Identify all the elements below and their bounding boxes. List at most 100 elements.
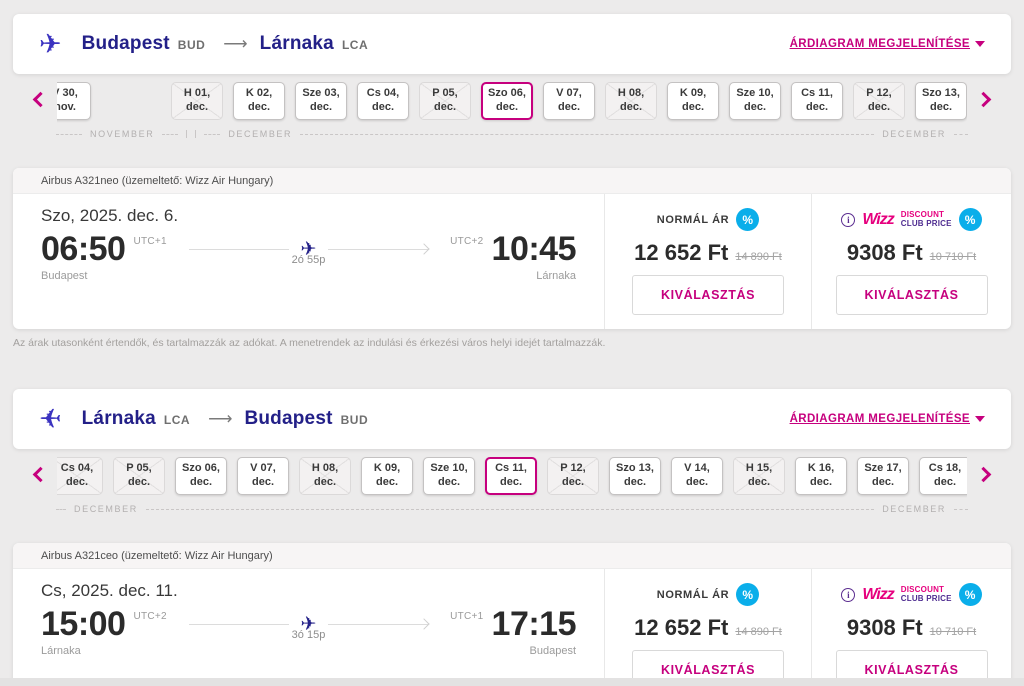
date-tab-day: P 05, — [126, 462, 152, 475]
date-tabs: V 30, nov. H 01, dec. K 02, dec. Sze 03,… — [57, 82, 967, 124]
carousel-prev-button[interactable] — [32, 466, 49, 483]
date-tab-day: Cs 11, — [801, 87, 833, 100]
date-tab[interactable]: K 09, dec. — [667, 82, 719, 120]
date-tab-month: dec. — [747, 476, 770, 488]
flight-card: Airbus A321neo (üzemeltető: Wizz Air Hun… — [13, 168, 1011, 329]
month-label: DECEMBER — [228, 129, 293, 139]
flight-card: Airbus A321ceo (üzemeltető: Wizz Air Hun… — [13, 543, 1011, 686]
date-tab-month: dec. — [557, 101, 580, 113]
price-chart-toggle[interactable]: ÁRDIAGRAM MEGJELENÍTÉSE — [790, 413, 985, 425]
date-tab-day: Cs 04, — [366, 87, 400, 100]
date-tab-day: Cs 11, — [495, 462, 527, 475]
date-tab[interactable]: Cs 11, dec. — [791, 82, 843, 120]
date-tab[interactable]: K 16, dec. — [795, 457, 847, 495]
date-tab-month: dec. — [185, 101, 208, 113]
price-chart-label: ÁRDIAGRAM MEGJELENÍTÉSE — [789, 413, 970, 425]
destination-code: LCA — [341, 38, 369, 52]
date-tab-day: K 16, — [807, 462, 835, 475]
date-tab[interactable]: Cs 04, dec. — [357, 82, 409, 120]
date-tab-month: dec. — [251, 476, 274, 488]
flight-duration: 2ó 55p — [291, 254, 326, 266]
normal-price-panel: NORMÁL ÁR % 12 652 Ft 14 890 Ft KIVÁLASZ… — [604, 569, 811, 686]
club-price-panel: i Wizz DISCOUNT CLUB PRICE % 9308 Ft 10 … — [811, 569, 1011, 686]
carousel-next-button[interactable] — [975, 466, 992, 483]
arrival-city: Budapest — [529, 645, 576, 657]
date-tab[interactable]: P 05, dec. — [419, 82, 471, 120]
date-tab[interactable]: Szo 06, dec. — [481, 82, 533, 120]
return-section: ✈ Lárnaka LCA ⟶ Budapest BUD ÁRDIAGRAM M… — [0, 389, 1024, 686]
date-tab-month: dec. — [623, 476, 646, 488]
select-club-button[interactable]: KIVÁLASZTÁS — [835, 275, 988, 315]
date-tab[interactable]: H 15, dec. — [733, 457, 785, 495]
date-tab-day: V 07, — [556, 87, 582, 100]
outbound-section: ✈ Budapest BUD ⟶ Lárnaka LCA ÁRDIAGRAM M… — [0, 14, 1024, 349]
date-tab[interactable]: V 07, dec. — [237, 457, 289, 495]
date-tab[interactable]: Szo 06, dec. — [175, 457, 227, 495]
destination-city: Budapest — [244, 408, 333, 429]
date-tab[interactable]: P 05, dec. — [113, 457, 165, 495]
carousel-prev-button[interactable] — [32, 91, 49, 108]
date-tab[interactable]: P 12, dec. — [853, 82, 905, 120]
date-tab[interactable]: H 08, dec. — [605, 82, 657, 120]
route-header: ✈ Budapest BUD ⟶ Lárnaka LCA ÁRDIAGRAM M… — [13, 14, 1011, 74]
price-chart-toggle[interactable]: ÁRDIAGRAM MEGJELENÍTÉSE — [790, 38, 985, 50]
club-price: 9308 Ft — [846, 615, 923, 640]
date-tab-month: dec. — [685, 476, 708, 488]
date-tab-day: Szo 06, — [182, 462, 220, 475]
date-tab[interactable]: Cs 18, dec. — [919, 457, 967, 495]
date-tab-month: dec. — [681, 101, 704, 113]
percent-badge-icon: % — [736, 208, 760, 231]
date-tab-day: K 02, — [245, 87, 273, 100]
info-icon[interactable]: i — [841, 587, 856, 602]
date-tab[interactable]: Sze 10, dec. — [423, 457, 475, 495]
carousel-next-button[interactable] — [975, 91, 992, 108]
date-tab-month: dec. — [867, 101, 890, 113]
month-label: NOVEMBER — [90, 129, 155, 139]
date-tab[interactable]: Szo 13, dec. — [609, 457, 661, 495]
arrival-city: Lárnaka — [536, 270, 576, 282]
date-tab[interactable]: V 14, dec. — [671, 457, 723, 495]
date-tab[interactable]: H 08, dec. — [299, 457, 351, 495]
date-tab-day: Szo 13, — [922, 87, 960, 100]
normal-price-label: NORMÁL ÁR — [656, 588, 730, 601]
select-normal-button[interactable]: KIVÁLASZTÁS — [632, 275, 784, 315]
date-tab[interactable]: Sze 03, dec. — [295, 82, 347, 120]
date-tab[interactable]: P 12, dec. — [547, 457, 599, 495]
date-tab-day: H 15, — [745, 462, 773, 475]
date-tabs: Cs 04, dec. P 05, dec. Szo 06, dec. V 07… — [57, 457, 967, 499]
date-tab-day: H 01, — [183, 87, 211, 100]
normal-old-price: 14 890 Ft — [735, 626, 782, 638]
date-tab[interactable]: Cs 11, dec. — [485, 457, 537, 495]
info-icon[interactable]: i — [841, 212, 856, 227]
flight-path: ✈ 2ó 55p — [188, 232, 429, 266]
date-tab-day: Sze 10, — [430, 462, 468, 475]
date-tab[interactable]: Sze 17, dec. — [857, 457, 909, 495]
date-tab-day: P 12, — [560, 462, 586, 475]
date-tab-month: dec. — [433, 101, 456, 113]
date-tab[interactable]: V 30, nov. — [57, 82, 91, 120]
date-tab-day: Szo 06, — [488, 87, 526, 100]
date-tab[interactable]: Sze 10, dec. — [729, 82, 781, 120]
price-chart-label: ÁRDIAGRAM MEGJELENÍTÉSE — [789, 38, 970, 50]
date-carousel: Cs 04, dec. P 05, dec. Szo 06, dec. V 07… — [13, 457, 1011, 499]
flight-date: Szo, 2025. dec. 6. — [41, 206, 179, 225]
date-tab-month: dec. — [65, 476, 88, 488]
aircraft-info: Airbus A321ceo (üzemeltető: Wizz Air Hun… — [13, 543, 1011, 569]
date-tab[interactable]: Szo 13, dec. — [915, 82, 967, 120]
date-tab-month: dec. — [743, 101, 766, 113]
page-bottom-strip — [0, 678, 1024, 686]
date-tab-month: dec. — [247, 101, 270, 113]
date-tab[interactable]: Cs 04, dec. — [57, 457, 103, 495]
origin-city: Budapest — [81, 33, 170, 54]
date-tab-day: Cs 18, — [928, 462, 962, 475]
arrival-time: 17:15 — [491, 605, 577, 643]
date-tab[interactable]: H 01, dec. — [171, 82, 223, 120]
flight-details: Cs, 2025. dec. 11. 15:00 UTC+2 ✈ 3ó 15p … — [13, 569, 604, 686]
date-tab[interactable]: K 09, dec. — [361, 457, 413, 495]
date-tab[interactable]: K 02, dec. — [233, 82, 285, 120]
destination-code: BUD — [340, 413, 369, 427]
flight-duration: 3ó 15p — [291, 629, 326, 641]
date-tab-month: dec. — [561, 476, 584, 488]
flight-path: ✈ 3ó 15p — [188, 607, 429, 641]
date-tab[interactable]: V 07, dec. — [543, 82, 595, 120]
